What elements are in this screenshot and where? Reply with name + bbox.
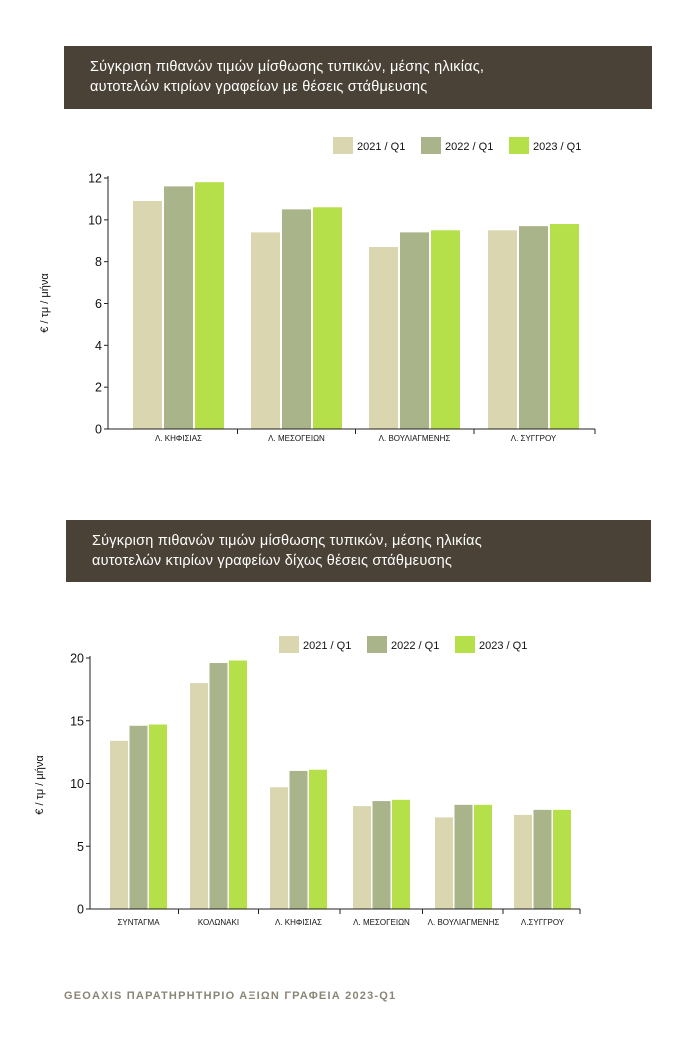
chart2-y-tick-label-1: 5	[77, 840, 84, 854]
chart1-category-label-3: Λ. ΒΟΥΛΙΑΓΜΕΝΗΣ	[379, 434, 451, 443]
chart1-legend-label-3: 2023 / Q1	[533, 141, 581, 153]
chart2-bar-5-series-2	[454, 804, 473, 909]
chart1-y-tick-label-2: 4	[95, 339, 102, 353]
chart1-bar-2-series-3	[313, 207, 342, 429]
chart2-legend-swatch-3	[455, 636, 475, 653]
chart2-category-label-5: Λ. ΒΟΥΛΙΑΓΜΕΝΗΣ	[428, 918, 500, 927]
chart2-title-line-1: Σύγκριση πιθανών τιμών μίσθωσης τυπικών,…	[92, 533, 482, 549]
chart2: 2021 / Q1 2022 / Q1 2023 / Q1 0 5 10 15 20 € / τ…	[34, 636, 581, 927]
chart1-y-tick-label-6: 12	[88, 172, 102, 186]
chart2-legend-label-2: 2022 / Q1	[391, 640, 439, 652]
chart2-legend-swatch-1	[279, 636, 299, 653]
chart2-bar-4-series-1	[353, 806, 371, 909]
chart1-bar-1-series-1	[133, 201, 162, 429]
chart1-title-line-1: Σύγκριση πιθανών τιμών μίσθωσης τυπικών,…	[90, 59, 485, 75]
chart1-bar-3-series-1	[369, 247, 398, 429]
chart2-y-tick-label-0: 0	[77, 903, 84, 917]
chart2-bar-6-series-1	[514, 814, 532, 909]
chart2-bar-2-series-3	[229, 660, 247, 909]
chart2-category-label-2: ΚΟΛΩΝΑΚΙ	[198, 918, 239, 927]
chart2-y-tick-label-4: 20	[70, 652, 84, 666]
chart2-bar-2-series-2	[209, 663, 228, 909]
chart2-bar-5-series-1	[435, 817, 453, 909]
chart2-bar-4-series-3	[392, 799, 410, 909]
chart2-bar-1-series-2	[129, 725, 148, 909]
chart2-bar-5-series-3	[474, 804, 492, 909]
chart2-title-line-2: αυτοτελών κτιρίων γραφείων δίχως θέσεις …	[92, 553, 453, 569]
chart2-category-label-1: ΣΥΝΤΑΓΜΑ	[117, 918, 160, 927]
chart1-y-tick-label-4: 8	[95, 255, 102, 269]
chart1-legend-label-2: 2022 / Q1	[445, 141, 493, 153]
chart1-bar-4-series-3	[550, 224, 579, 429]
chart1-category-label-2: Λ. ΜΕΣΟΓΕΙΩΝ	[268, 434, 325, 443]
chart1-y-axis-label: € / τμ / μήνα	[39, 273, 51, 333]
chart2-legend-label-3: 2023 / Q1	[479, 640, 527, 652]
chart1-y-tick-label-5: 10	[88, 213, 102, 227]
chart2-title: Σύγκριση πιθανών τιμών μίσθωσης τυπικών,…	[66, 520, 651, 582]
chart1-legend-label-1: 2021 / Q1	[357, 141, 405, 153]
chart1-category-label-4: Λ. ΣΥΓΓΡΟΥ	[511, 434, 557, 443]
chart1-y-tick-label-1: 2	[95, 381, 102, 395]
chart1-legend-swatch-3	[509, 137, 529, 154]
chart2-y-axis-label: € / τμ / μήνα	[34, 755, 46, 815]
footer-text: GEOAXIS ΠΑΡΑΤΗΡΗΤΗΡΙΟ ΑΞΙΩΝ ΓΡΑΦΕΙΑ 2023…	[64, 990, 397, 1002]
chart2-bar-3-series-3	[309, 769, 327, 909]
chart2-legend-label-1: 2021 / Q1	[303, 640, 351, 652]
chart1-bar-3-series-3	[431, 230, 460, 429]
chart2-legend-swatch-2	[367, 636, 387, 653]
chart1-bar-4-series-1	[488, 230, 517, 429]
chart2-bar-1-series-3	[149, 724, 167, 909]
chart2-bar-6-series-2	[533, 809, 552, 909]
chart1-title-line-2: αυτοτελών κτιρίων γραφείων με θέσεις στά…	[90, 79, 428, 95]
chart2-bar-3-series-1	[270, 787, 288, 909]
chart1-title: Σύγκριση πιθανών τιμών μίσθωσης τυπικών,…	[64, 46, 652, 109]
chart2-category-label-6: Λ.ΣΥΓΓΡΟΥ	[521, 918, 565, 927]
chart2-category-label-4: Λ. ΜΕΣΟΓΕΙΩΝ	[353, 918, 410, 927]
chart2-bar-6-series-3	[553, 809, 571, 909]
chart1-bar-2-series-2	[282, 209, 311, 429]
chart1-y-tick-label-0: 0	[95, 423, 102, 437]
chart1: 2021 / Q1 2022 / Q1 2023 / Q1 0 2 4 6 8 10 12 € / …	[39, 137, 596, 443]
chart1-bar-2-series-1	[251, 232, 280, 429]
chart1-category-label-1: Λ. ΚΗΦΙΣΙΑΣ	[155, 434, 202, 443]
chart1-bar-1-series-2	[164, 186, 193, 429]
chart1-legend-swatch-2	[421, 137, 441, 154]
chart2-bar-2-series-1	[190, 683, 208, 909]
chart2-y-tick-label-2: 10	[70, 777, 84, 791]
chart1-bar-1-series-3	[195, 182, 224, 429]
chart1-legend-swatch-1	[333, 137, 353, 154]
chart2-bar-3-series-2	[289, 770, 308, 909]
chart1-bar-3-series-2	[400, 232, 429, 429]
chart2-category-label-3: Λ. ΚΗΦΙΣΙΑΣ	[275, 918, 322, 927]
chart2-bar-4-series-2	[372, 801, 391, 909]
chart2-bar-1-series-1	[110, 740, 128, 909]
chart2-y-tick-label-3: 15	[70, 714, 84, 728]
chart1-y-tick-label-3: 6	[95, 297, 102, 311]
chart1-bar-4-series-2	[519, 226, 548, 429]
